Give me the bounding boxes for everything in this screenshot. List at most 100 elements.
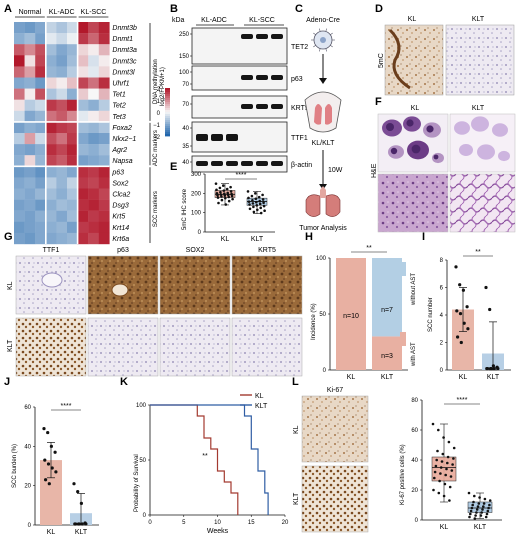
colorbar-step — [165, 132, 170, 135]
legend-with: with AST — [411, 342, 417, 367]
y-tick-label: 200 — [191, 191, 202, 197]
colorbar-step — [165, 126, 170, 129]
heatmap-cell — [24, 33, 36, 45]
blot-band — [196, 161, 208, 166]
data-point — [445, 467, 448, 471]
heatmap-cell — [14, 221, 25, 234]
cbar-subtitle: log2(FPKM+1) — [160, 67, 166, 106]
gene-label: Dnmt3l — [112, 69, 135, 76]
airway — [41, 272, 63, 288]
heatmap-cell — [77, 55, 89, 67]
colorbar-step — [165, 88, 170, 91]
lung-lobe-klt — [492, 123, 508, 137]
heatmap-cell — [24, 44, 36, 56]
group-header-0: Normal — [19, 9, 42, 16]
heatmap-cell — [35, 210, 46, 222]
data-point — [475, 508, 479, 511]
heatmap-cell — [56, 66, 68, 78]
gene-label: Dnmt3a — [112, 47, 137, 54]
heatmap-cell — [77, 133, 89, 145]
heatmap-cell — [56, 121, 68, 134]
heatmap-cell — [56, 188, 68, 200]
heatmap-cell — [14, 166, 25, 178]
data-point — [486, 367, 490, 371]
heatmap-cell — [77, 121, 89, 134]
bar-KL — [452, 309, 474, 370]
timepoint-label: 10W — [328, 167, 343, 174]
marker-header-2: SOX2 — [186, 247, 205, 254]
group-header-2: KL-SCC — [81, 9, 107, 16]
data-point — [488, 503, 491, 507]
heatmap-cell — [24, 144, 36, 156]
heatmap-cell — [45, 188, 57, 200]
colorbar-step — [165, 104, 170, 107]
panel-label-K: K — [120, 376, 128, 388]
data-point — [227, 195, 230, 199]
tumor-nodule — [390, 147, 398, 155]
heatmap-cell — [88, 221, 99, 234]
data-point — [217, 201, 220, 205]
heatmap-cell — [98, 99, 110, 111]
heatmap-cell — [14, 110, 25, 123]
heatmap-cell — [67, 221, 78, 234]
data-point — [452, 446, 456, 450]
heatmap-cell — [77, 99, 89, 111]
lung-lobe-klt — [459, 144, 473, 156]
heatmap-cell — [77, 144, 89, 156]
heatmap-cell — [77, 77, 89, 89]
data-point — [216, 196, 220, 199]
data-point — [458, 312, 463, 316]
data-point — [226, 193, 230, 197]
gene-label: Dnmt1 — [112, 36, 133, 43]
legend-swatch-without — [400, 262, 406, 276]
heatmap-cell — [45, 199, 57, 211]
heatmap-cell — [45, 221, 57, 234]
heatmap-cell — [98, 144, 110, 156]
data-point — [434, 464, 438, 468]
marker-header-0: TTF1 — [43, 247, 60, 254]
tumor-nodule — [433, 154, 439, 160]
data-point — [229, 190, 233, 193]
heatmap-cell — [67, 33, 78, 45]
data-point — [258, 202, 262, 206]
heatmap-cell — [56, 155, 68, 167]
airway — [111, 283, 129, 297]
x-tick-label: 0 — [148, 520, 152, 526]
band-label: KRT5 — [291, 105, 309, 112]
data-point — [433, 476, 436, 480]
colorbar-step — [165, 120, 170, 123]
data-point — [247, 200, 251, 203]
colorbar-tick: 2 — [157, 87, 161, 93]
heatmap-cell — [88, 155, 99, 167]
heatmap-cell — [88, 88, 99, 100]
heatmap-cell — [14, 133, 25, 145]
gene-label: Tet2 — [112, 103, 125, 110]
data-point — [487, 506, 490, 510]
arrow-head — [319, 78, 327, 84]
heatmap-cell — [77, 166, 89, 178]
data-point — [44, 478, 48, 482]
data-point — [247, 196, 250, 200]
row-klt: KLT — [293, 492, 300, 505]
col-kl-he: KL — [411, 105, 420, 112]
data-point — [474, 514, 477, 517]
dna-methylation-label: DNA methylation — [153, 59, 159, 104]
heatmap-cell — [77, 155, 89, 167]
heatmap-cell — [45, 88, 57, 100]
data-point — [218, 186, 222, 190]
heatmap-cell — [35, 44, 46, 56]
col-kl: KL — [408, 16, 417, 23]
gene-label: Foxa2 — [112, 125, 132, 132]
data-point — [246, 190, 250, 193]
y-tick-label: 20 — [24, 484, 31, 490]
data-point — [262, 204, 266, 208]
heatmap-cell — [14, 121, 25, 134]
colorbar-tick: 0 — [157, 111, 161, 117]
heatmap-cell — [24, 155, 36, 167]
data-point — [454, 265, 458, 269]
heatmap-cell — [98, 66, 110, 78]
heatmap-cell — [24, 22, 36, 34]
survival-curve-KL — [150, 404, 239, 515]
heatmap-cell — [88, 66, 99, 78]
